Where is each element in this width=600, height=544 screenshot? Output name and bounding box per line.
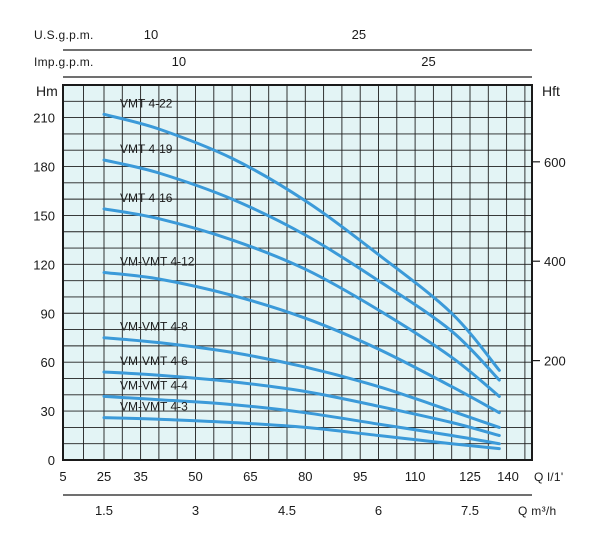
series-line [102, 416, 501, 451]
series-line [102, 158, 501, 382]
x-tick-label: 80 [298, 469, 312, 484]
bottom-axis-tick-label: 7.5 [461, 503, 479, 518]
x-tick-label: 65 [243, 469, 257, 484]
y-right-tick-label: 600 [544, 155, 566, 170]
series-label: VM-VMT 4-4 [120, 378, 188, 392]
plot-frame [62, 84, 533, 461]
top-axis-unit-label: Imp.g.p.m. [34, 55, 94, 69]
x-tick-label: 125 [459, 469, 481, 484]
x-tick-label: 95 [353, 469, 367, 484]
grid-lines [63, 85, 532, 460]
y-tick-label: 210 [33, 111, 55, 126]
x-tick-label: 140 [497, 469, 519, 484]
y-right-unit-label: Hft [542, 83, 560, 99]
curves [102, 112, 501, 451]
x-unit-label: Q l/1' [534, 470, 563, 484]
series-line [102, 112, 501, 372]
y-tick-label: 120 [33, 257, 55, 272]
x-tick-label: 35 [133, 469, 147, 484]
series-label: VM-VMT 4-3 [120, 400, 188, 414]
bottom-axis-unit-label: Q m³/h [518, 504, 556, 518]
bottom-axis-tick-label: 3 [192, 503, 199, 518]
series-line [102, 336, 501, 429]
series-label: VM-VMT 4-8 [120, 320, 188, 334]
x-tick-label: 5 [59, 469, 66, 484]
bottom-axis-tick-label: 6 [375, 503, 382, 518]
series-line [102, 271, 501, 415]
y-tick-label: 0 [48, 453, 55, 468]
series-label: VMT 4-22 [120, 96, 173, 110]
top-axis-tick-label: 10 [172, 54, 186, 69]
x-tick-label: 25 [97, 469, 111, 484]
top-axis-tick-label: 10 [144, 27, 158, 42]
y-tick-label: 150 [33, 208, 55, 223]
y-tick-label: 90 [41, 306, 55, 321]
series-line [102, 370, 501, 437]
y-right-tick-label: 400 [544, 254, 566, 269]
series-label: VM-VMT 4-12 [120, 255, 195, 269]
x-tick-label: 110 [405, 469, 426, 484]
y-left-unit-label: Hm [36, 83, 58, 99]
top-axis-tick-label: 25 [352, 27, 366, 42]
series-line [102, 394, 501, 446]
y-tick-label: 30 [41, 404, 55, 419]
x-tick-label: 50 [188, 469, 202, 484]
top-axis-unit-label: U.S.g.p.m. [34, 28, 94, 42]
top-axis-tick-label: 25 [421, 54, 435, 69]
y-tick-label: 180 [33, 160, 55, 175]
series-label: VMT 4-16 [120, 191, 173, 205]
y-tick-label: 60 [41, 355, 55, 370]
series-label: VM-VMT 4-6 [120, 354, 188, 368]
series-line [102, 207, 501, 398]
bottom-axis-tick-label: 1.5 [95, 503, 113, 518]
bottom-axis-tick-label: 4.5 [278, 503, 296, 518]
y-right-tick-label: 200 [544, 354, 566, 369]
series-label: VMT 4-19 [120, 142, 173, 156]
